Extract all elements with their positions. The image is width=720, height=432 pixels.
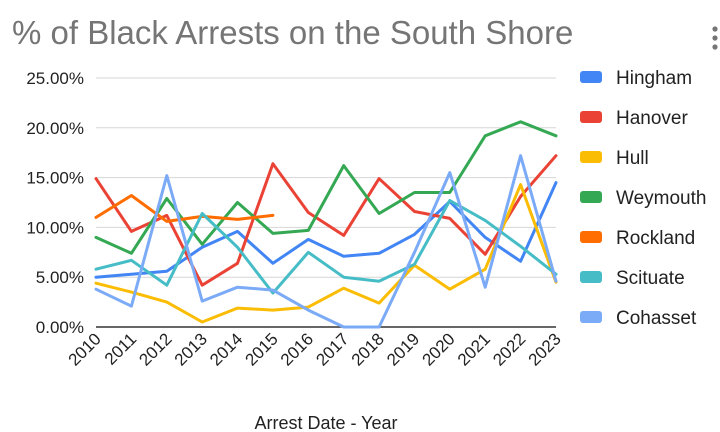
x-tick-label: 2019 [383, 329, 423, 369]
legend-label: Cohasset [616, 308, 697, 329]
series-line-weymouth [94, 120, 558, 255]
x-tick-label: 2023 [525, 329, 565, 369]
x-axis-ticks: 2010201120122013201420152016201720182019… [65, 329, 565, 369]
legend-swatch [580, 111, 602, 123]
y-tick-label: 20.00% [26, 119, 84, 138]
chart-menu-icon[interactable] [712, 26, 718, 50]
x-tick-label: 2018 [348, 329, 388, 369]
chart-title: % of Black Arrests on the South Shore [12, 14, 573, 51]
legend-label: Scituate [616, 268, 685, 289]
y-tick-label: 15.00% [26, 169, 84, 188]
legend-swatch [580, 191, 602, 203]
legend-item-hingham[interactable]: Hingham [580, 68, 692, 89]
x-tick-label: 2021 [454, 329, 494, 369]
legend-label: Hull [616, 148, 649, 169]
legend-label: Hingham [616, 68, 692, 89]
legend: Hingham Hanover Hull Weymouth Rockland Scitua… [580, 68, 706, 329]
legend-item-rockland[interactable]: Rockland [580, 228, 695, 249]
x-tick-label: 2022 [489, 329, 529, 369]
x-tick-label: 2014 [206, 329, 246, 369]
legend-item-hanover[interactable]: Hanover [580, 108, 688, 129]
x-tick-label: 2012 [135, 329, 175, 369]
y-tick-label: 0.00% [36, 318, 84, 337]
x-tick-label: 2015 [242, 329, 282, 369]
series-line-hingham [94, 181, 558, 279]
y-tick-label: 25.00% [26, 69, 84, 88]
legend-item-scituate[interactable]: Scituate [580, 268, 685, 289]
series-lines [94, 120, 558, 329]
legend-item-weymouth[interactable]: Weymouth [580, 188, 706, 209]
legend-label: Weymouth [616, 188, 706, 209]
x-tick-label: 2020 [418, 329, 458, 369]
y-tick-label: 5.00% [36, 268, 84, 287]
x-tick-label: 2016 [277, 329, 317, 369]
series-line-scituate [94, 199, 558, 295]
x-tick-label: 2013 [171, 329, 211, 369]
x-tick-label: 2011 [101, 329, 140, 368]
y-tick-label: 10.00% [26, 218, 84, 237]
legend-swatch [580, 271, 602, 283]
legend-swatch [580, 71, 602, 83]
x-axis-label: Arrest Date - Year [254, 413, 397, 432]
series-line-rockland [94, 194, 275, 223]
legend-label: Hanover [616, 108, 688, 129]
y-axis-ticks: 0.00% 5.00% 10.00% 15.00% 20.00% 25.00% [26, 69, 84, 337]
legend-swatch [580, 311, 602, 323]
series-line-hanover [94, 154, 558, 287]
series-line-cohasset [94, 154, 558, 329]
legend-swatch [580, 151, 602, 163]
legend-item-hull[interactable]: Hull [580, 148, 649, 169]
legend-label: Rockland [616, 228, 695, 249]
legend-item-cohasset[interactable]: Cohasset [580, 308, 697, 329]
legend-swatch [580, 231, 602, 243]
x-tick-label: 2017 [312, 329, 352, 369]
